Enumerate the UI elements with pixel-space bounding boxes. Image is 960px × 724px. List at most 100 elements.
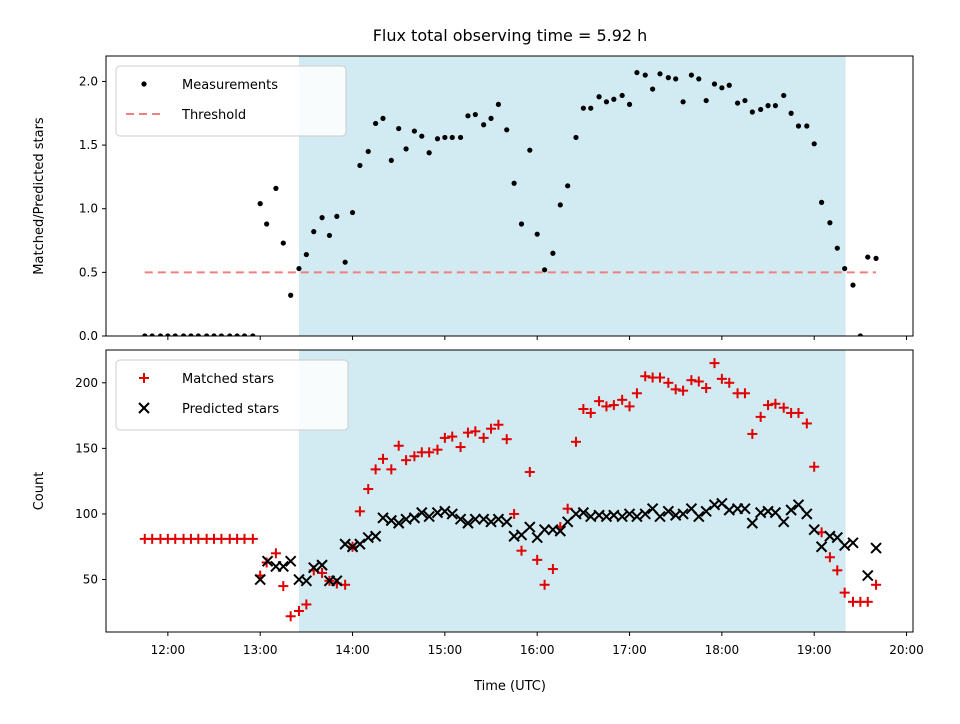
measurement-point	[280, 240, 286, 246]
legend-predicted-marker	[138, 402, 150, 414]
predicted-star-point	[792, 499, 805, 511]
predicted-star-point	[331, 575, 343, 587]
measurement-point	[619, 92, 625, 99]
matched-star-point	[493, 419, 504, 430]
measurement-point	[357, 162, 363, 169]
matched-star-point	[378, 453, 389, 464]
matched-star-point	[570, 436, 581, 447]
data-marks	[139, 358, 882, 622]
matched-star-point	[509, 508, 520, 519]
measurement-point	[227, 333, 233, 336]
y-tick-label: 1.5	[79, 138, 98, 152]
x-tick-label: 18:00	[705, 643, 740, 657]
matched-star-point	[624, 401, 635, 412]
matched-star-point	[670, 384, 681, 395]
measurement-point	[442, 134, 448, 141]
matched-star-point	[755, 411, 766, 422]
measurement-point	[488, 115, 494, 121]
measurement-point	[541, 267, 548, 273]
predicted-star-point	[700, 505, 712, 518]
legend: Measurements Threshold	[115, 65, 347, 137]
legend-label: Threshold	[181, 108, 246, 123]
x-tick-label: 13:00	[243, 643, 278, 657]
predicted-star-point	[808, 523, 820, 536]
predicted-star-point	[746, 517, 759, 529]
matched-star-point	[862, 596, 873, 607]
matched-star-point	[809, 461, 820, 472]
measurement-point	[349, 209, 356, 216]
panel-1: 0.0 0.5 1.0 1.5 2.0 Matched/Predicted stars Me…	[32, 55, 914, 343]
measurement-point	[319, 215, 325, 221]
series-predicted-stars	[254, 497, 882, 587]
measurement-point	[534, 231, 540, 237]
measurement-point	[626, 101, 633, 107]
measurement-point	[518, 221, 525, 227]
matched-star-point	[578, 404, 589, 415]
matched-star-point	[501, 434, 512, 445]
predicted-star-point	[339, 538, 351, 550]
measurement-point	[580, 105, 586, 111]
measurement-point	[449, 134, 455, 141]
measurement-point	[719, 85, 725, 91]
measurement-point	[388, 157, 394, 163]
predicted-star-point	[254, 573, 266, 586]
matched-star-point	[793, 407, 804, 418]
legend-box	[115, 65, 347, 137]
measurement-point	[834, 245, 840, 251]
measurement-point	[795, 123, 802, 129]
matched-star-point	[770, 398, 781, 409]
matched-star-point	[631, 388, 642, 399]
measurement-point	[857, 333, 863, 336]
predicted-star-point	[439, 505, 451, 518]
y-axis-label: Matched/Predicted stars	[32, 117, 47, 275]
measurement-point	[827, 220, 833, 226]
matched-star-point	[247, 533, 258, 544]
measurement-point	[811, 141, 817, 147]
measurement-point	[557, 202, 563, 208]
matched-star-point	[824, 552, 835, 563]
predicted-star-point	[354, 538, 366, 550]
predicted-star-point	[538, 523, 551, 536]
predicted-star-point	[454, 513, 467, 525]
measurement-point	[873, 255, 879, 261]
matched-star-point	[486, 423, 497, 434]
measurement-point	[765, 103, 771, 109]
x-tick-label: 14:00	[335, 643, 370, 657]
measurement-point	[434, 136, 441, 142]
predicted-star-point	[300, 575, 313, 587]
measurement-point	[634, 69, 640, 76]
predicted-star-point	[524, 521, 536, 533]
predicted-star-point	[801, 508, 813, 520]
measurement-point	[326, 232, 333, 239]
matched-star-point	[354, 506, 365, 517]
matched-star-point	[293, 606, 304, 617]
matched-star-point	[739, 388, 750, 399]
matched-star-point	[301, 599, 312, 610]
matched-star-point	[678, 385, 689, 396]
predicted-star-point	[693, 510, 705, 523]
matched-star-point	[455, 442, 466, 453]
matched-star-point	[317, 567, 328, 578]
measurement-point	[781, 92, 787, 99]
predicted-star-point	[639, 508, 651, 520]
measurement-point	[703, 97, 709, 104]
series-measurements	[142, 69, 879, 336]
y-tick-label: 0.5	[79, 265, 98, 279]
predicted-star-point	[385, 514, 398, 527]
predicted-star-point	[284, 555, 297, 567]
y-tick-label: 1.0	[79, 202, 98, 216]
legend-label: Matched stars	[182, 372, 274, 387]
predicted-star-point	[623, 508, 636, 520]
matched-star-point	[640, 371, 651, 382]
matched-star-point	[709, 358, 720, 369]
measurement-point	[511, 180, 517, 186]
measurement-point	[734, 100, 741, 106]
matched-star-point	[617, 394, 628, 405]
matched-star-point	[393, 440, 404, 451]
predicted-star-point	[662, 505, 675, 518]
matched-star-point	[601, 401, 612, 412]
measurement-point	[142, 333, 148, 336]
predicted-star-point	[577, 506, 590, 519]
measurement-point	[257, 201, 263, 207]
